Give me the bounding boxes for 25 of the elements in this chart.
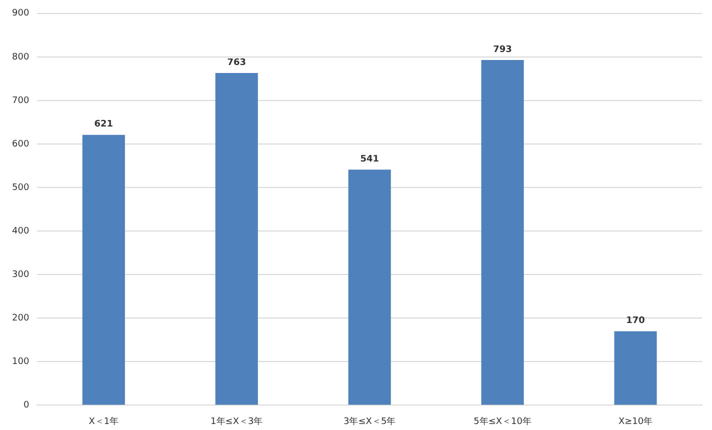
bar bbox=[82, 134, 125, 405]
data-label: 793 bbox=[493, 44, 512, 55]
y-tick-label: 600 bbox=[12, 139, 30, 150]
bar bbox=[481, 60, 524, 405]
bar bbox=[614, 331, 657, 405]
data-label: 541 bbox=[360, 154, 379, 165]
data-label: 170 bbox=[626, 316, 645, 326]
data-label: 763 bbox=[227, 58, 246, 68]
y-tick-label: 100 bbox=[12, 357, 30, 368]
x-tick-label: X＜1年 bbox=[88, 416, 119, 427]
y-tick-label: 900 bbox=[12, 8, 30, 19]
data-label: 621 bbox=[94, 120, 114, 130]
y-tick-label: 400 bbox=[12, 226, 30, 236]
bar bbox=[348, 170, 391, 405]
y-tick-label: 300 bbox=[12, 270, 30, 280]
y-tick-label: 800 bbox=[12, 52, 30, 62]
y-tick-label: 500 bbox=[12, 182, 30, 193]
x-tick-label: 5年≤X＜10年 bbox=[474, 416, 532, 427]
y-tick-label: 200 bbox=[12, 313, 30, 324]
x-tick-label: 3年≤X＜5年 bbox=[344, 416, 396, 427]
x-tick-label: X≥10年 bbox=[618, 416, 653, 427]
y-tick-label: 700 bbox=[12, 96, 30, 106]
bar bbox=[215, 73, 258, 405]
x-tick-label: 1年≤X＜3年 bbox=[210, 416, 263, 427]
y-tick-label: 0 bbox=[23, 400, 30, 411]
